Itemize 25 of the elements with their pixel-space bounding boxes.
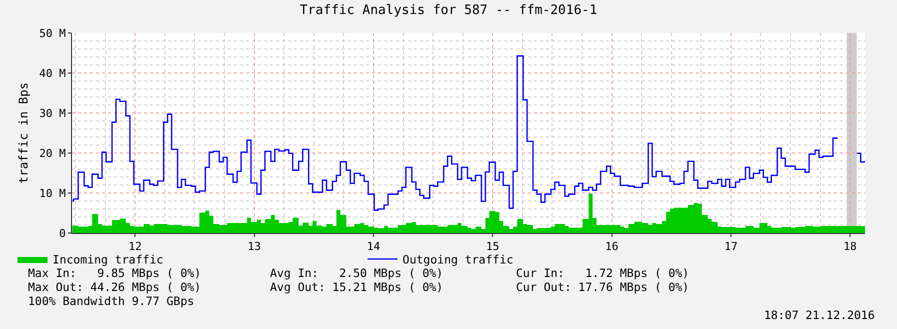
legend-label: Outgoing traffic	[402, 252, 514, 266]
legend-label: Incoming traffic	[52, 252, 164, 266]
x-tick-label: 15	[486, 240, 500, 254]
text: Max In: 9.85 MBps ( 0%)	[28, 266, 202, 280]
x-tick-label: 18	[843, 240, 857, 254]
text: Max Out: 44.26 MBps ( 0%)	[28, 280, 202, 294]
x-tick-label: 14	[366, 240, 380, 254]
y-tick-label: 30 M	[39, 106, 66, 120]
y-tick-label: 20 M	[39, 146, 66, 160]
text: Cur In: 1.72 MBps ( 0%)	[516, 266, 690, 280]
y-tick-label: 0	[59, 226, 66, 240]
x-tick-label: 12	[128, 240, 142, 254]
text: 100% Bandwidth 9.77 GBps	[28, 294, 194, 308]
text: Avg Out: 15.21 MBps ( 0%)	[270, 280, 444, 294]
text: Avg In: 2.50 MBps ( 0%)	[270, 266, 444, 280]
x-tick-label: 16	[605, 240, 618, 254]
y-tick-label: 40 M	[39, 66, 66, 80]
x-tick-label: 13	[248, 240, 261, 254]
chart-title: Traffic Analysis for 587 -- ffm-2016-1	[300, 3, 598, 18]
text: Cur Out: 17.76 MBps ( 0%)	[516, 280, 690, 294]
y-axis-title: traffic in Bps	[16, 82, 31, 184]
x-tick-label: 17	[724, 240, 738, 254]
y-tick-label: 50 M	[39, 26, 66, 40]
text: 18:07 21.12.2016	[764, 308, 875, 322]
y-tick-label: 10 M	[39, 186, 66, 200]
